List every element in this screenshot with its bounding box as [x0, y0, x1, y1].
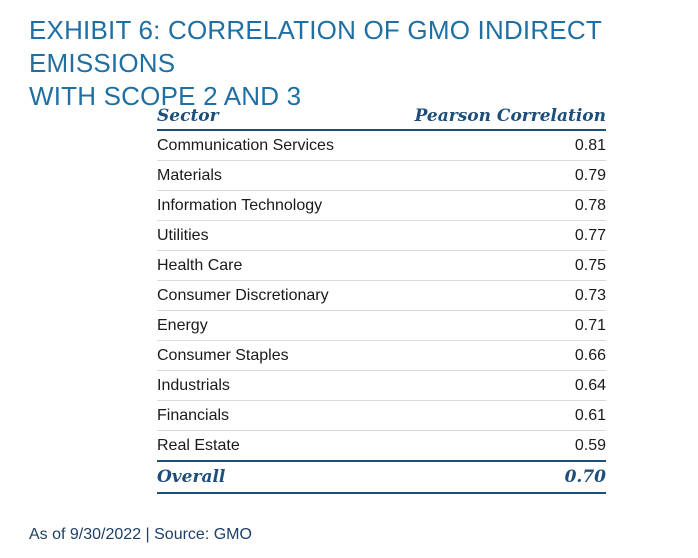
table-row: Utilities 0.77	[157, 220, 606, 251]
table-row: Health Care 0.75	[157, 250, 606, 281]
correlation-cell: 0.61	[372, 400, 606, 431]
sector-cell: Real Estate	[157, 430, 373, 462]
table-row: Real Estate 0.59	[157, 430, 606, 462]
correlation-cell: 0.81	[372, 130, 606, 161]
table-row: Industrials 0.64	[157, 370, 606, 401]
column-header-pearson-correlation: Pearson Correlation	[372, 103, 606, 131]
sector-cell: Health Care	[157, 250, 373, 281]
sector-cell: Consumer Staples	[157, 340, 373, 371]
table-row: Energy 0.71	[157, 310, 606, 341]
overall-row: Overall 0.70	[157, 461, 606, 494]
table-row: Materials 0.79	[157, 160, 606, 191]
correlation-cell: 0.77	[372, 220, 606, 251]
overall-label: Overall	[157, 461, 373, 494]
exhibit-title: EXHIBIT 6: CORRELATION OF GMO INDIRECT E…	[29, 15, 602, 111]
table-header-row: Sector Pearson Correlation	[157, 103, 606, 131]
correlation-cell: 0.79	[372, 160, 606, 191]
table-row: Consumer Discretionary 0.73	[157, 280, 606, 311]
sector-cell: Utilities	[157, 220, 373, 251]
sector-cell: Financials	[157, 400, 373, 431]
source-footnote: As of 9/30/2022 | Source: GMO	[29, 526, 252, 543]
sector-cell: Information Technology	[157, 190, 373, 221]
correlation-cell: 0.71	[372, 310, 606, 341]
sector-cell: Energy	[157, 310, 373, 341]
correlation-table: Sector Pearson Correlation Communication…	[157, 103, 606, 494]
table-row: Communication Services 0.81	[157, 130, 606, 161]
table-row: Consumer Staples 0.66	[157, 340, 606, 371]
sector-cell: Consumer Discretionary	[157, 280, 373, 311]
overall-correlation-value: 0.70	[372, 461, 606, 494]
sector-cell: Industrials	[157, 370, 373, 401]
table-row: Financials 0.61	[157, 400, 606, 431]
correlation-cell: 0.64	[372, 370, 606, 401]
column-header-sector: Sector	[157, 103, 373, 131]
correlation-cell: 0.78	[372, 190, 606, 221]
sector-cell: Communication Services	[157, 130, 373, 161]
table-row: Information Technology 0.78	[157, 190, 606, 221]
correlation-cell: 0.75	[372, 250, 606, 281]
correlation-cell: 0.59	[372, 430, 606, 462]
sector-cell: Materials	[157, 160, 373, 191]
correlation-table-container: Sector Pearson Correlation Communication…	[157, 103, 606, 494]
correlation-cell: 0.66	[372, 340, 606, 371]
correlation-cell: 0.73	[372, 280, 606, 311]
